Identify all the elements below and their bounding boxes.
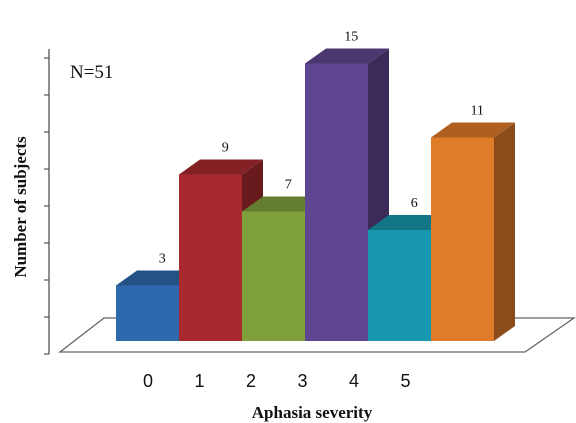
data-label-3: 15	[344, 30, 358, 45]
x-tick-label-4: 4	[349, 371, 359, 391]
data-label-2: 7	[285, 178, 292, 193]
sample-size-annotation: N=51	[70, 62, 113, 83]
axes	[44, 49, 50, 355]
bar-top	[431, 122, 515, 138]
bar-5	[431, 122, 515, 341]
y-axis-title: Number of subjects	[11, 136, 30, 278]
x-tick-label-5: 5	[400, 371, 410, 391]
data-labels: 3 9 7 15 6 11	[159, 30, 484, 267]
x-tick-label-3: 3	[297, 371, 307, 391]
data-label-4: 6	[411, 196, 418, 211]
bar-front	[242, 211, 305, 341]
x-axis-title: Aphasia severity	[252, 403, 373, 422]
bar-side	[494, 122, 515, 341]
bar-front	[116, 285, 179, 341]
data-label-5: 11	[470, 104, 483, 119]
bar-front	[431, 137, 494, 341]
x-tick-label-1: 1	[194, 371, 204, 391]
bars	[116, 48, 515, 341]
bar-top	[179, 159, 263, 175]
x-tick-labels: 0 1 2 3 4 5	[143, 371, 411, 391]
data-label-0: 3	[159, 252, 166, 267]
x-tick-label-2: 2	[246, 371, 256, 391]
bar-front	[179, 174, 242, 341]
data-label-1: 9	[222, 141, 229, 156]
bar-front	[368, 230, 431, 341]
bar-top	[305, 48, 389, 64]
bar-front	[305, 63, 368, 341]
x-tick-label-0: 0	[143, 371, 153, 391]
